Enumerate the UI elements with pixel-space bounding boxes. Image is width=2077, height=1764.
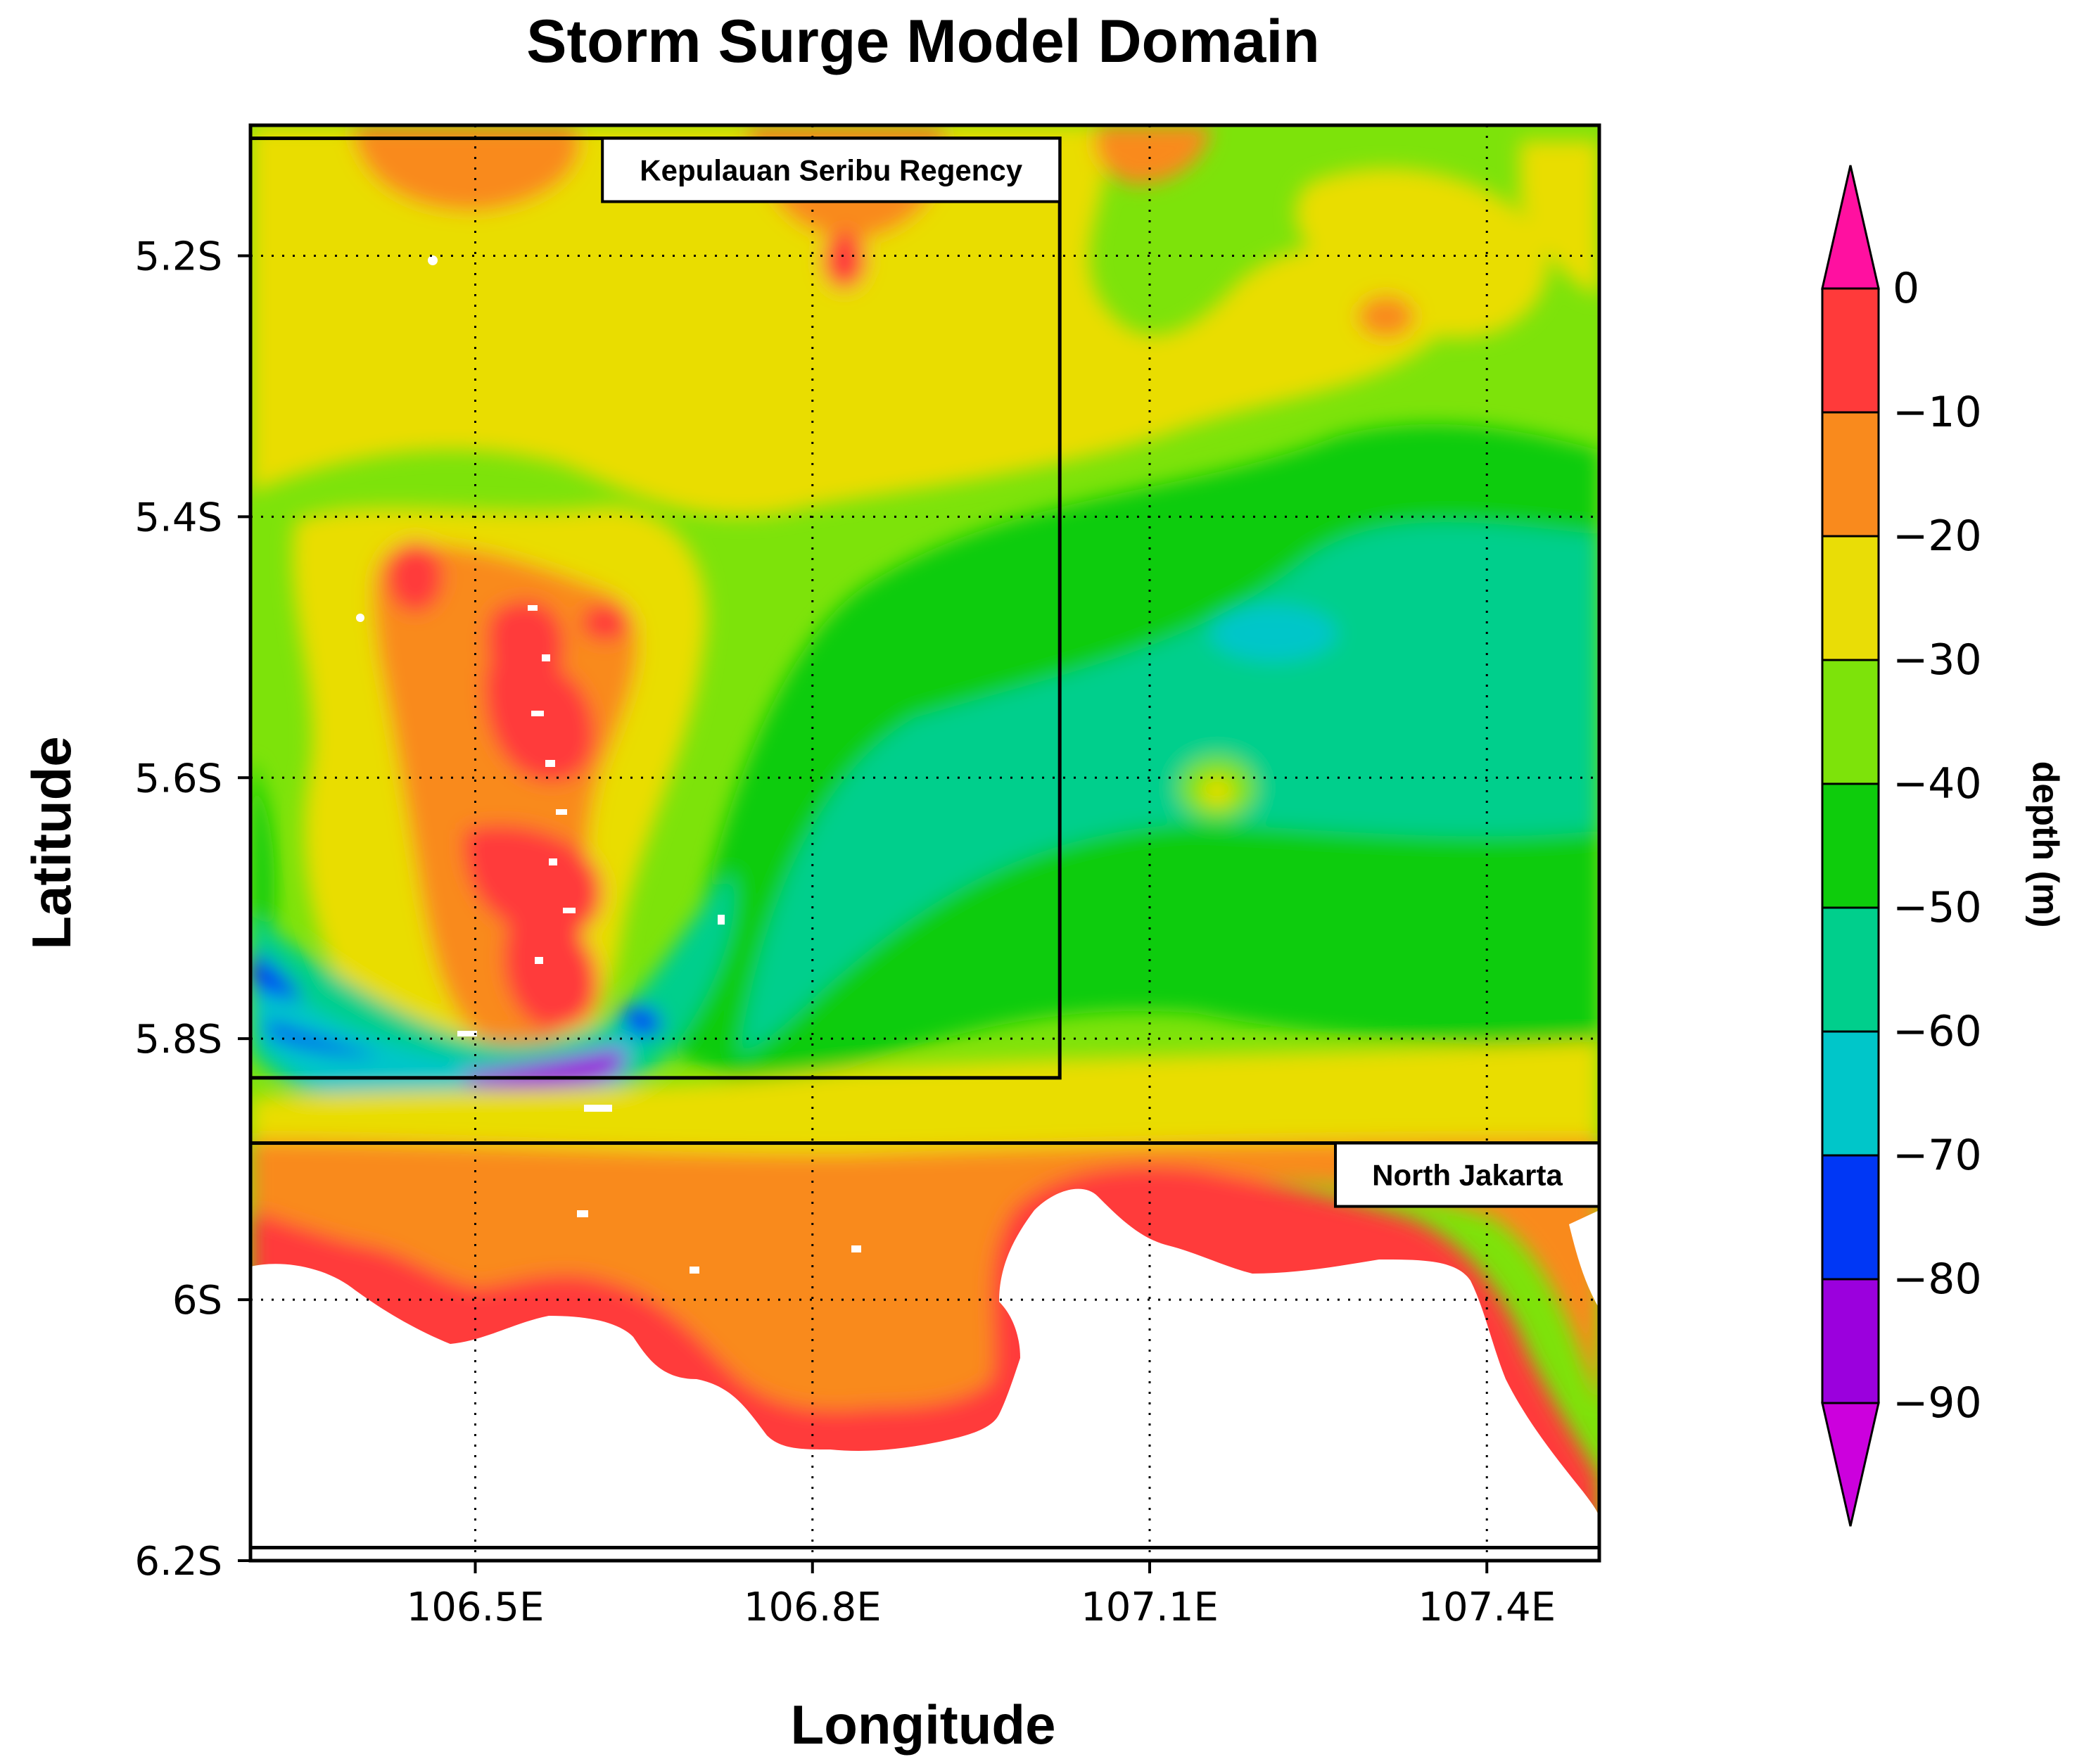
colorbar-swatch-2: [1821, 535, 1880, 661]
island-red-west: [387, 542, 443, 612]
shallow-zone-northeast: [1295, 168, 1548, 338]
colorbar-level-label-6: −60: [1893, 1007, 1982, 1056]
lon-tick-label-2: 107.1E: [1081, 1585, 1219, 1630]
colorbar-level-label-2: −20: [1893, 512, 1982, 561]
shallow-zone-north: [250, 125, 1449, 516]
bathymetry-layer: [250, 125, 1599, 1561]
colorbar-level-label-0: 0: [1893, 264, 1919, 313]
lat-tick-label-4: 6S: [172, 1278, 222, 1324]
coastal-band-orange: [250, 1140, 1599, 1452]
map-frame: [248, 123, 1601, 1563]
lat-tick-label-3: 5.8S: [134, 1017, 222, 1062]
colorbar-label: depth (m): [2025, 761, 2066, 928]
grid-lines: [250, 125, 1599, 1561]
orange-patch-top-right: [1095, 125, 1210, 184]
colorbar-swatch-1: [1821, 411, 1880, 538]
colorbar-swatch-7: [1821, 1154, 1880, 1281]
region-label-0: Kepulauan Seribu Regency: [640, 154, 1022, 187]
java-coast-east: [1569, 1210, 1599, 1309]
latitude-ticks: 5.2S 5.4S 5.6S 5.8S 6S 6.2S: [134, 234, 250, 1585]
colorbar-swatch-3: [1821, 659, 1880, 785]
island-chain-red-2: [484, 659, 595, 782]
colorbar-level-label-7: −70: [1893, 1131, 1982, 1180]
colorbar-swatch-8: [1821, 1278, 1880, 1404]
region-label-1: North Jakarta: [1372, 1159, 1563, 1192]
cyan-pocket: [1210, 605, 1337, 661]
colorbar-level-label-9: −90: [1893, 1378, 1982, 1428]
lon-tick-label-0: 106.5E: [407, 1585, 545, 1630]
orange-patch-top-left: [352, 125, 580, 211]
depth-colorbar: 0 −10 −20 −30 −40 −50 −60 −70 −80 −90: [1821, 165, 1982, 1527]
x-axis-title: Longitude: [791, 1694, 1056, 1756]
lat-tick-label-2: 5.6S: [134, 756, 222, 801]
red-spot-top: [823, 232, 865, 288]
longitude-ticks: 106.5E 106.8E 107.1E 107.4E: [407, 1561, 1556, 1630]
colorbar-level-label-4: −40: [1893, 759, 1982, 808]
colorbar-under-triangle: [1821, 1402, 1880, 1527]
lat-tick-label-1: 5.4S: [134, 495, 222, 540]
colorbar-level-label-1: −10: [1893, 388, 1982, 437]
lon-tick-label-1: 106.8E: [744, 1585, 882, 1630]
colorbar-level-label-5: −50: [1893, 883, 1982, 932]
map-area: [250, 125, 1599, 1561]
java-land: [250, 1188, 1599, 1561]
colorbar-swatch-4: [1821, 782, 1880, 909]
region-label-box-0: [601, 137, 1062, 203]
lat-tick-label-0: 5.2S: [134, 234, 222, 279]
shallow-zone-east: [1520, 141, 1599, 296]
map-title: Storm Surge Model Domain: [526, 8, 1320, 75]
lon-tick-label-3: 107.4E: [1418, 1585, 1556, 1630]
deep-channel-teal: [739, 522, 1599, 1055]
island-red-east: [581, 604, 629, 641]
colorbar-swatch-0: [1821, 287, 1880, 414]
colorbar-level-label-3: −30: [1893, 635, 1982, 685]
region-label-box-1: [1334, 1141, 1601, 1208]
colorbar-swatch-6: [1821, 1030, 1880, 1157]
colorbar-swatch-5: [1821, 906, 1880, 1033]
lat-tick-label-5: 6.2S: [134, 1539, 222, 1585]
colorbar-over-triangle: [1821, 165, 1880, 290]
island-chain-red-4: [503, 913, 598, 1029]
orange-spot-east: [1358, 296, 1414, 338]
colorbar-level-label-8: −80: [1893, 1255, 1982, 1304]
coastal-band-yellow: [250, 1041, 1599, 1154]
west-green-strip: [250, 760, 275, 971]
yellow-knoll: [1202, 778, 1233, 806]
small-islands: [356, 255, 861, 1274]
y-axis-title: Latitude: [20, 736, 82, 949]
